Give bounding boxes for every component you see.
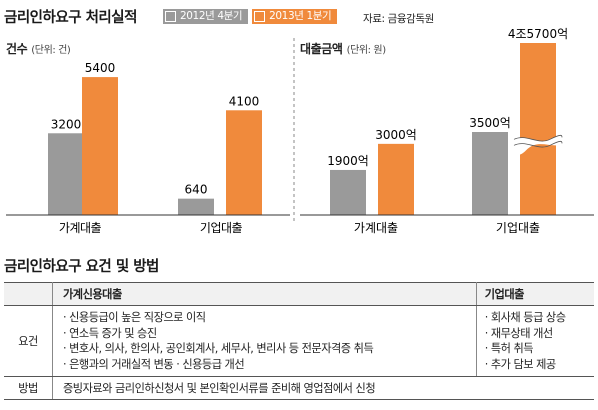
axis-break-mark: [513, 134, 563, 155]
amount-label-household-2012q4: 1900억: [327, 154, 369, 168]
col-corporate: 기업대출: [476, 282, 594, 306]
requirements-table: 가계신용대출 기업대출 요건 · 신용등급이 높은 직장으로 이직 · 연소득 …: [4, 282, 594, 400]
household-requirements: · 신용등급이 높은 직장으로 이직 · 연소득 증가 및 승진 · 변호사, …: [52, 305, 477, 377]
bar-p0-s0-c0: [48, 133, 84, 215]
count-bars: [48, 77, 262, 215]
list-item: · 은행과의 거래실적 변동 · 신용등급 개선: [63, 357, 245, 371]
requirements-title: 금리인하요구 요건 및 방법: [4, 259, 159, 275]
bar-p1-s1-c1: [520, 43, 556, 215]
col-household: 가계신용대출: [52, 282, 477, 306]
list-item: · 특허 취득: [484, 342, 534, 355]
panel-count-title: 건수 (단위: 건): [6, 40, 71, 57]
amount-label-corporate-2013q1: 4조5700억: [508, 27, 568, 41]
row-label-method: 방법: [4, 376, 53, 400]
legend-item-2013q1: 2013년 1분기: [252, 9, 338, 24]
bar-p1-s0-c1: [472, 132, 508, 215]
bar-p1-s1-c0: [378, 143, 414, 215]
amount-label-corporate-2012q4: 3500억: [469, 116, 511, 130]
count-label-corporate-2013q1: 4100: [229, 94, 260, 108]
axis-break-line: [513, 140, 563, 148]
bar-p1-s0-c0: [330, 169, 366, 215]
legend-label: 2013년 1분기: [269, 10, 332, 22]
legend: 2012년 4분기 2013년 1분기: [163, 9, 341, 24]
amount-label-household-2013q1: 3000억: [375, 128, 417, 142]
count-category-household: 가계대출: [59, 221, 102, 235]
list-item: · 회사채 등급 상승: [484, 311, 566, 324]
bar-p0-s1-c1: [226, 110, 262, 215]
table-header-row: 가계신용대출 기업대출: [4, 282, 594, 306]
amount-category-corporate: 기업대출: [496, 221, 540, 235]
list-item: · 연소득 증가 및 승진: [63, 326, 157, 340]
legend-swatch-gray: [165, 11, 176, 22]
axis-break-line: [513, 134, 563, 142]
table-row-requirements: 요건 · 신용등급이 높은 직장으로 이직 · 연소득 증가 및 승진 · 변호…: [4, 305, 594, 377]
table-row-method: 방법 증빙자료와 금리인하신청서 및 본인확인서류를 준비해 영업점에서 신청: [4, 376, 594, 400]
corporate-requirements: · 회사채 등급 상승 · 재무상태 개선 · 특허 취득 · 추가 담보 제공: [476, 305, 594, 377]
count-label-household-2012q4: 3200: [51, 117, 82, 131]
list-item: · 변호사, 의사, 한의사, 공인회계사, 세무사, 변리사 등 전문자격증 …: [63, 342, 374, 355]
method-text: 증빙자료와 금리인하신청서 및 본인확인서류를 준비해 영업점에서 신청: [52, 376, 594, 400]
row-label-requirements: 요건: [4, 305, 53, 377]
table-header-blank: [4, 282, 53, 306]
panel-amount-unit: (단위: 원): [346, 45, 387, 56]
count-label-household-2013q1: 5400: [85, 61, 116, 75]
count-category-corporate: 기업대출: [200, 221, 243, 235]
list-item: · 추가 담보 제공: [484, 357, 556, 371]
bar-p0-s0-c1: [178, 198, 214, 215]
charts-svg: 가계대출 기업대출 3200 640 5400 4100 가계대출 기업대출 1…: [6, 27, 594, 235]
legend-label: 2012년 4분기: [180, 10, 243, 22]
panel-amount-label: 대출금액: [300, 42, 343, 56]
amount-category-household: 가계대출: [354, 221, 398, 235]
axis-break-gap: [514, 135, 562, 155]
source-note: 자료: 금융감독원: [363, 13, 434, 25]
legend-swatch-orange: [254, 11, 266, 22]
amount-bars: [330, 43, 556, 215]
legend-item-2012q4: 2012년 4분기: [163, 9, 249, 24]
panel-amount-title: 대출금액 (단위: 원): [300, 40, 386, 57]
count-label-corporate-2012q4: 640: [185, 183, 208, 197]
list-item: · 재무상태 개선: [484, 326, 553, 340]
panel-count-label: 건수: [6, 42, 28, 56]
chart-title: 금리인하요구 처리실적: [4, 10, 137, 26]
bar-p0-s1-c0: [82, 77, 118, 215]
list-item: · 신용등급이 높은 직장으로 이직: [63, 311, 206, 324]
panel-count-unit: (단위: 건): [31, 45, 71, 56]
